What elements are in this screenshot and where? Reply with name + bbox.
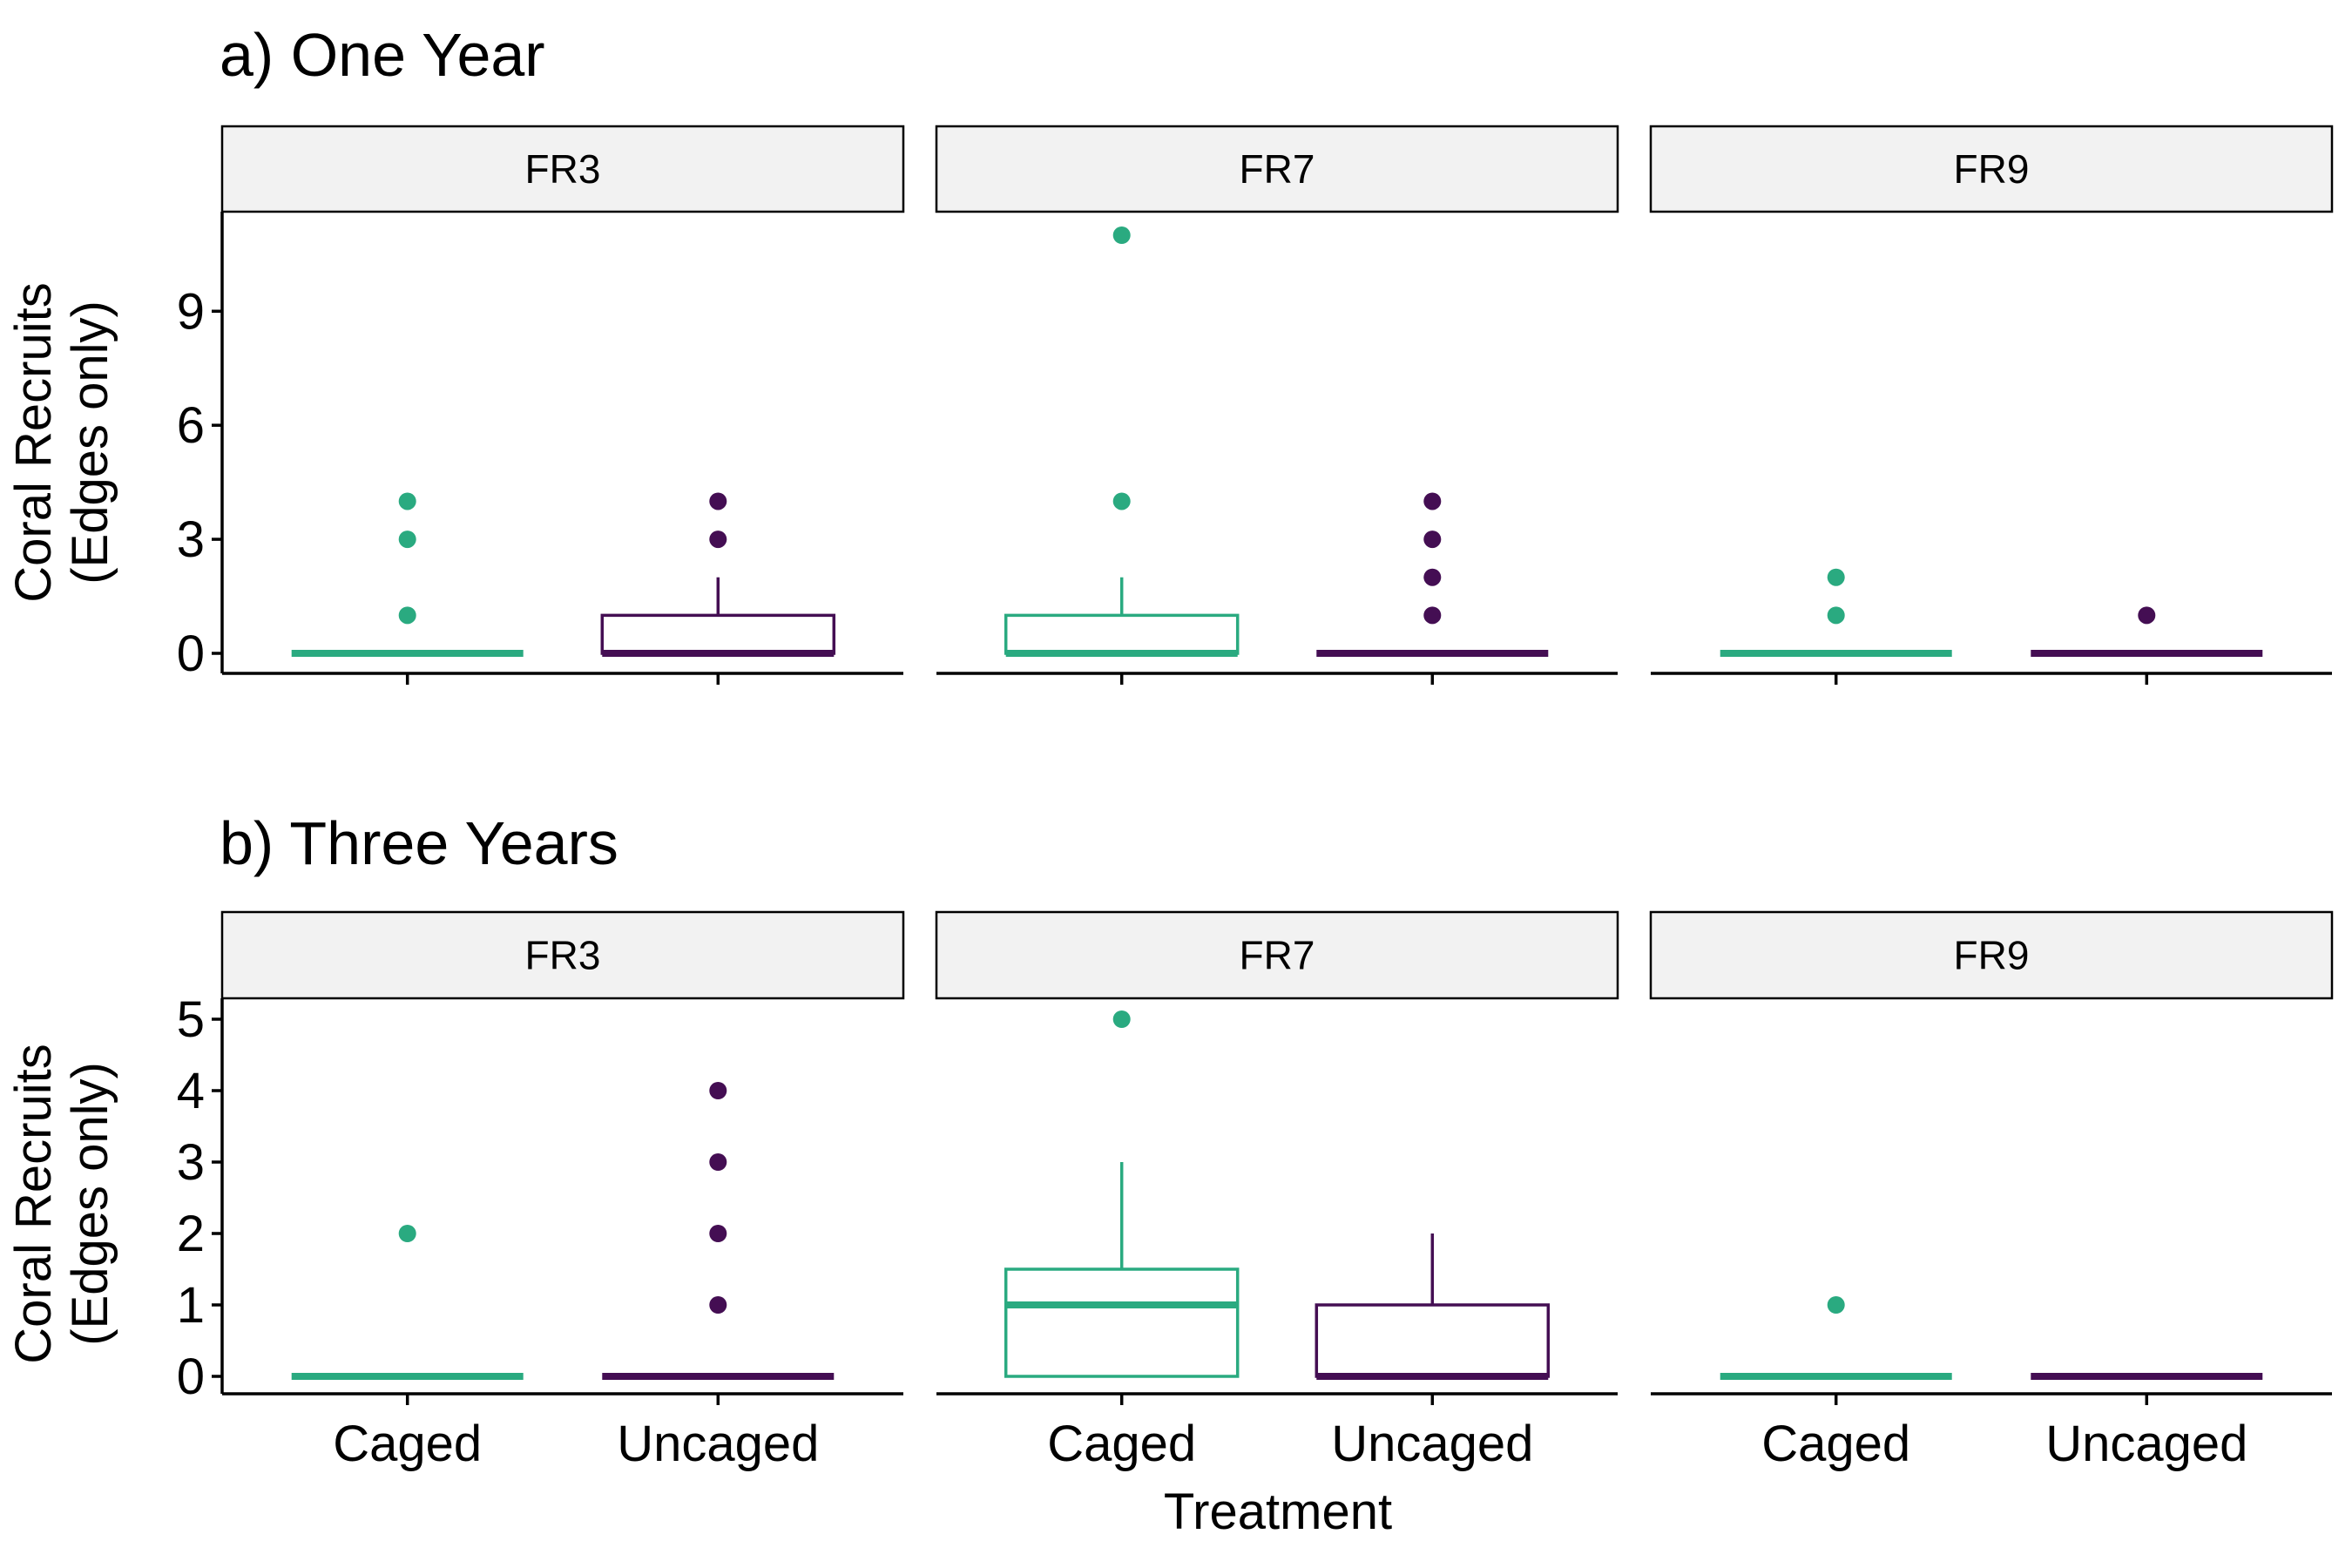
y-axis-title-line2: (Edges only) [62,301,118,585]
facet-fr3: FR3 0 1 2 3 4 5 Caged Uncaged [177,910,905,1472]
x-tick-label: Caged [1047,1416,1196,1472]
outlier-point [2138,606,2156,625]
y-tick-label: 0 [177,625,205,682]
facet-strip [220,125,905,213]
outlier-point [709,1153,727,1171]
boxplot-caged [291,492,524,657]
facet-strip [220,910,905,1000]
facet-label: FR9 [1954,146,2030,192]
outlier-point [709,1225,727,1242]
y-tick-label: 0 [177,1348,205,1405]
y-axis-title-line1: Coral Recruits [5,1044,62,1363]
facet-strip [1649,910,2334,1000]
y-tick-label: 9 [177,283,205,340]
outlier-point [1423,492,1442,510]
boxplot-uncaged [2031,606,2263,657]
boxplot-caged [291,1225,524,1380]
facet-fr3: FR3 0 3 6 9 [177,125,905,685]
facet-fr7: FR7 Caged Uncaged [935,910,1619,1472]
facet-label: FR3 [525,146,601,192]
y-tick-label: 1 [177,1277,205,1334]
outlier-point [1423,531,1442,549]
outlier-point [1112,226,1131,244]
y-tick-label: 4 [177,1063,205,1119]
x-tick-label: Uncaged [2045,1416,2247,1472]
boxplot-caged [1004,226,1240,657]
y-axis-title-line1: Coral Recruits [5,282,62,602]
box-iqr [1004,1267,1240,1378]
outlier-point [1827,606,1845,625]
outlier-point [1827,1296,1845,1314]
facet-fr7: FR7 [935,125,1619,685]
box-iqr [1315,1303,1551,1378]
y-axis-title: Coral Recruits (Edges only) [5,1044,118,1363]
boxplot-caged [1720,1296,1952,1380]
outlier-point [709,1296,727,1314]
boxplot-uncaged [1315,1233,1551,1380]
boxplot-uncaged [602,1082,835,1380]
outlier-point [398,531,416,549]
outlier-point [398,492,416,510]
outlier-point [398,1225,416,1242]
facet-strip [935,910,1619,1000]
facet-label: FR7 [1240,933,1315,978]
facet-strip [1649,125,2334,213]
y-axis-title: Coral Recruits (Edges only) [5,282,118,602]
x-tick-label: Caged [1761,1416,1910,1472]
x-tick-label: Uncaged [1331,1416,1533,1472]
box-iqr [1004,613,1240,655]
outlier-point [709,492,727,510]
outlier-point [1423,568,1442,586]
panel-three-years: b) Three Years FR3 0 1 2 3 4 5 Caged Uncaged FR7 C… [177,809,2334,1472]
facet-label: FR7 [1240,146,1315,192]
outlier-point [709,1082,727,1099]
boxplot-uncaged [1316,492,1549,657]
panel-title: b) Three Years [220,809,618,877]
y-tick-label: 6 [177,397,205,454]
outlier-point [1112,492,1131,510]
x-tick-label: Caged [333,1416,482,1472]
outlier-point [1827,568,1845,586]
facet-fr9: FR9 Caged Uncaged [1649,910,2334,1472]
y-axis-title-line2: (Edges only) [62,1062,118,1346]
y-tick-label: 3 [177,511,205,568]
x-tick-label: Uncaged [617,1416,819,1472]
outlier-point [709,531,727,549]
facet-strip [935,125,1619,213]
boxplot-uncaged [600,492,836,657]
box-iqr [600,613,836,655]
facet-label: FR9 [1954,933,2030,978]
outlier-point [1423,606,1442,625]
y-tick-label: 2 [177,1206,205,1262]
y-tick-label: 3 [177,1134,205,1191]
panel-title: a) One Year [220,21,545,89]
y-tick-label: 5 [177,991,205,1048]
x-axis-title: Treatment [1164,1484,1392,1540]
panel-one-year: a) One Year FR3 0 3 6 9 FR7 FR9 [177,21,2334,685]
facet-fr9: FR9 [1649,125,2334,685]
outlier-point [1112,1010,1131,1028]
facet-label: FR3 [525,933,601,978]
outlier-point [398,606,416,625]
boxplot-caged [1720,568,1952,657]
boxplot-caged [1004,1010,1240,1378]
